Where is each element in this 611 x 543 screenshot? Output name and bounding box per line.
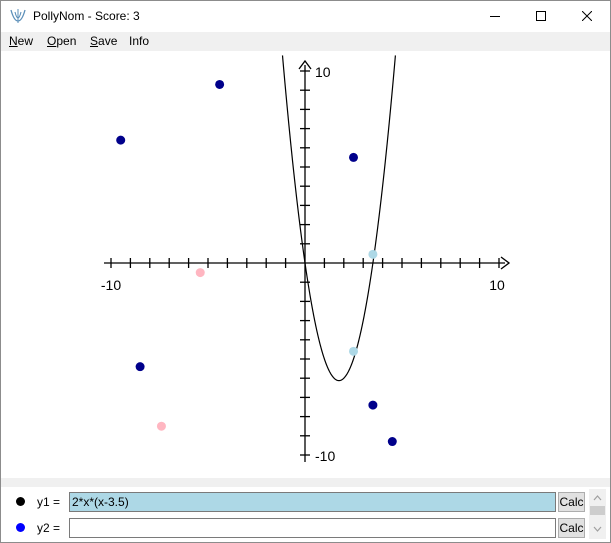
app-icon	[10, 9, 26, 23]
maximize-icon	[536, 11, 546, 21]
hit-target-dot	[368, 249, 378, 259]
scroll-thumb[interactable]	[590, 506, 605, 515]
scroll-up-icon[interactable]	[593, 495, 602, 501]
maximize-button[interactable]	[518, 1, 564, 31]
y1-input[interactable]	[69, 492, 556, 512]
y-axis-min-label: -10	[315, 448, 335, 464]
scroll-down-icon[interactable]	[593, 526, 602, 532]
y-axis-arrow	[298, 59, 312, 70]
menu-bar: New Open Save Info	[1, 32, 610, 51]
target-points	[116, 79, 397, 447]
y-axis-max-label: 10	[315, 64, 331, 80]
x-axis-min-label: -10	[101, 277, 121, 293]
minimize-icon	[490, 16, 500, 17]
good-target-dot	[215, 79, 225, 89]
hit-target-dot	[349, 346, 358, 356]
good-target-dot	[387, 437, 397, 447]
menu-save[interactable]: Save	[90, 34, 118, 48]
y1-color-dot	[16, 497, 25, 506]
window-title: PollyNom - Score: 3	[33, 9, 140, 23]
panel-divider	[1, 478, 610, 487]
y2-label: y2 =	[37, 521, 61, 535]
menu-open[interactable]: Open	[47, 34, 77, 48]
menu-info[interactable]: Info	[129, 34, 150, 48]
graph-canvas[interactable]: -10 10 10 -10	[1, 51, 610, 478]
title-bar: PollyNom - Score: 3	[1, 1, 610, 31]
x-axis-max-label: 10	[489, 277, 505, 293]
bad-target-dot	[156, 421, 166, 431]
good-target-dot	[349, 152, 358, 162]
good-target-dot	[135, 362, 145, 372]
y2-color-dot	[16, 523, 25, 532]
close-icon	[582, 11, 592, 21]
minimize-button[interactable]	[472, 1, 518, 31]
good-target-dot	[116, 135, 126, 145]
y2-input[interactable]	[69, 518, 556, 538]
x-axis-arrow	[500, 256, 511, 270]
good-target-dot	[368, 400, 378, 410]
y1-calc-button[interactable]: Calc	[558, 492, 585, 512]
equation-row-y1: y1 = Calc	[1, 490, 589, 514]
function-curve	[281, 55, 396, 382]
equation-scrollbar[interactable]	[589, 489, 606, 539]
axes	[104, 59, 511, 462]
y2-calc-button[interactable]: Calc	[558, 518, 585, 538]
scrollbar-graphic	[590, 495, 605, 532]
close-button[interactable]	[564, 1, 610, 31]
graph-area[interactable]: -10 10 10 -10	[1, 51, 610, 478]
menu-new[interactable]: New	[9, 34, 34, 48]
equation-row-y2: y2 = Calc	[1, 516, 589, 540]
y1-label: y1 =	[37, 495, 61, 509]
bad-target-dot	[195, 268, 205, 278]
